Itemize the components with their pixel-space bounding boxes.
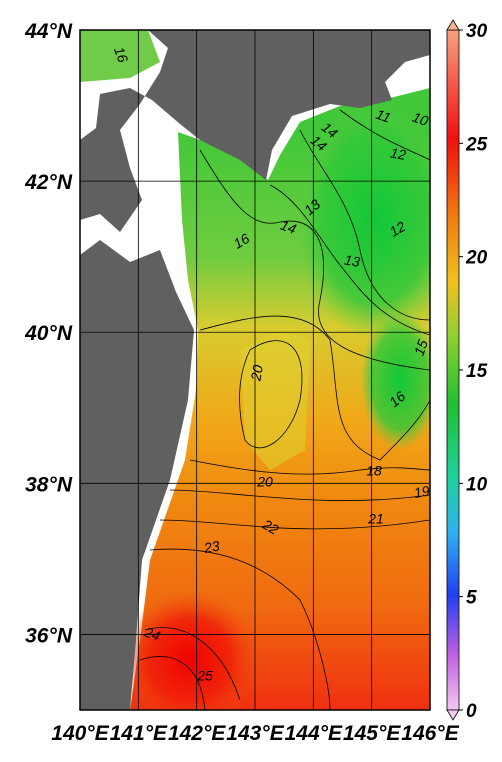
colorbar-arrow — [446, 709, 460, 721]
contour-label: 24 — [141, 623, 162, 644]
y-tick-label: 36°N — [25, 624, 73, 647]
contour-label: 22 — [259, 516, 282, 538]
contour-label: 18 — [366, 463, 382, 479]
colorbar — [446, 29, 460, 711]
contour-label: 21 — [367, 511, 384, 527]
y-tick-label: 44°N — [24, 20, 73, 43]
axes: 140°E 141°E 142°E 143°E 144°E 145°E 146°E 44°N 4… — [24, 20, 487, 745]
x-tick-label: 146°E — [401, 722, 459, 745]
contour-label: 14 — [278, 217, 298, 237]
colorbar-tick-label: 5 — [466, 588, 477, 609]
contour-label: 20 — [256, 474, 273, 490]
warm-zone — [240, 330, 310, 470]
y-tick-label: 42°N — [24, 171, 73, 194]
colorbar-tick-label: 25 — [465, 134, 488, 155]
x-tick-label: 142°E — [168, 722, 226, 745]
contour-label: 13 — [343, 251, 361, 269]
colorbar-tick-label: 30 — [466, 21, 488, 42]
y-tick-label: 40°N — [24, 322, 73, 345]
warm-patch — [120, 590, 260, 710]
colorbar-tick-label: 0 — [466, 701, 477, 722]
colorbar-tick-label: 15 — [466, 361, 488, 382]
x-tick-label: 141°E — [110, 722, 168, 745]
colorbar-arrow — [446, 19, 460, 31]
sea-field-north — [80, 30, 160, 82]
contour-label: 16 — [111, 45, 131, 65]
contour-lines — [139, 109, 430, 710]
colorbar-tick-label: 10 — [466, 474, 488, 495]
contour-label: 10 — [410, 109, 430, 129]
contour-label: 20 — [247, 364, 266, 383]
contour-label: 15 — [411, 337, 431, 357]
contour-label: 25 — [196, 668, 213, 684]
cold-patch — [360, 310, 430, 450]
watermark: Ocean Data View — [433, 610, 445, 700]
contour-label: 19 — [413, 482, 431, 500]
land — [80, 240, 194, 710]
contour-label: 16 — [231, 230, 253, 252]
x-tick-label: 140°E — [51, 722, 109, 745]
colorbar-tick-label: 20 — [465, 248, 488, 269]
grid — [80, 30, 430, 710]
x-tick-label: 143°E — [226, 722, 284, 745]
contour-label: 11 — [374, 106, 393, 126]
y-tick-label: 38°N — [25, 473, 73, 496]
contour-label: 12 — [389, 144, 407, 162]
x-tick-label: 145°E — [343, 722, 401, 745]
contour-label: 23 — [202, 537, 221, 556]
cold-patch — [295, 100, 430, 340]
frame — [79, 29, 431, 711]
contour-label: 12 — [387, 218, 409, 240]
x-tick-label: 144°E — [285, 722, 343, 745]
